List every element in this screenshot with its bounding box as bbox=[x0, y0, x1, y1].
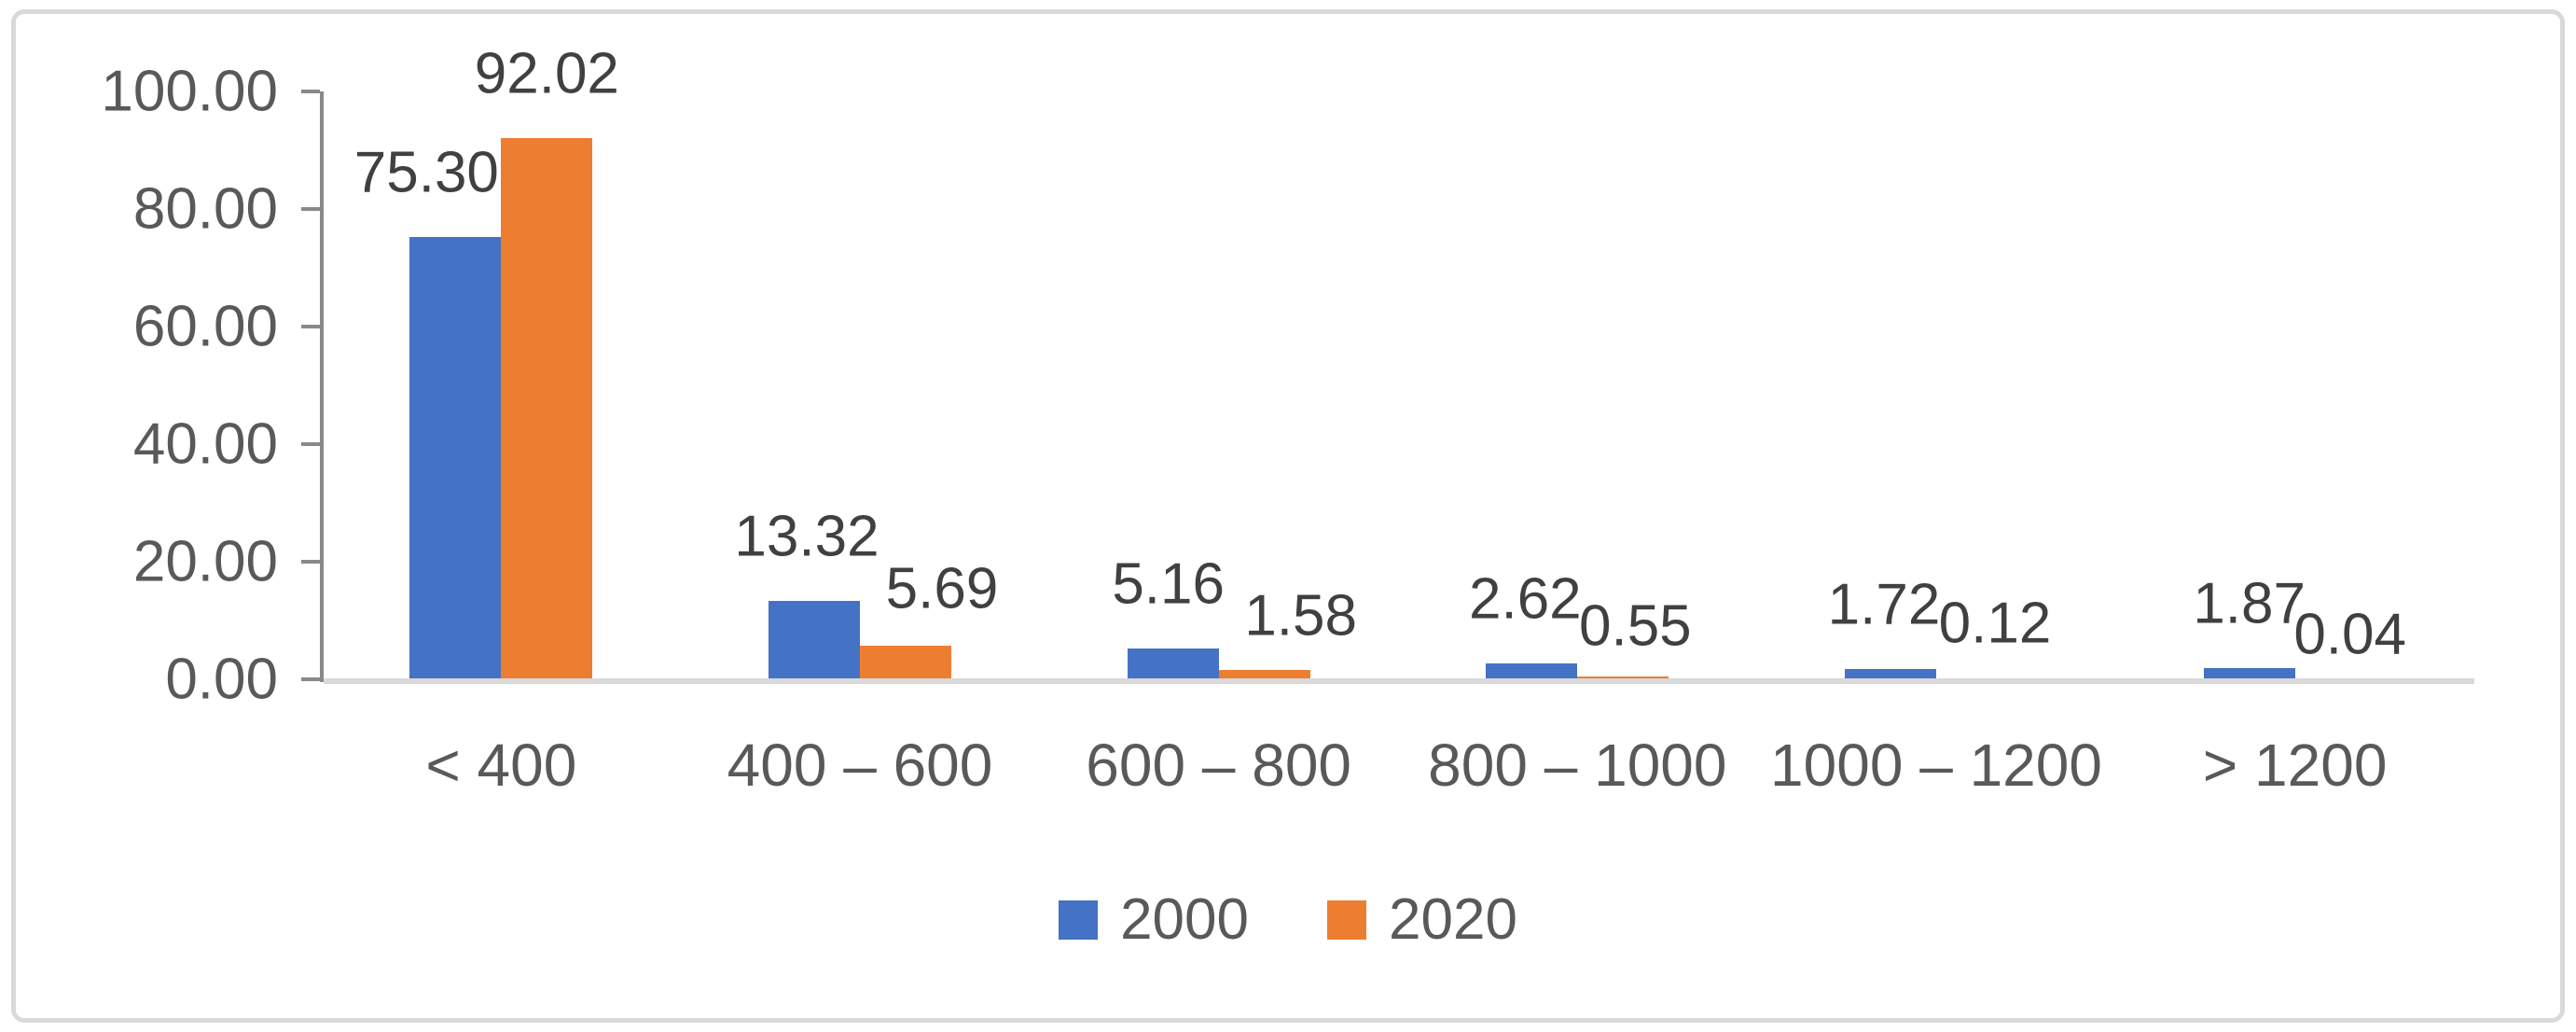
data-label-2000-4: 2.62 bbox=[1468, 566, 1582, 632]
category-label: 1000 – 1200 bbox=[1770, 732, 2102, 799]
y-axis-tick-label: 100.00 bbox=[101, 59, 278, 124]
y-axis-tick-label: 20.00 bbox=[132, 529, 278, 594]
data-label-2000-1: 75.30 bbox=[353, 140, 499, 205]
x-axis-baseline bbox=[324, 678, 2474, 684]
y-axis-tick-label: 40.00 bbox=[132, 411, 278, 477]
data-label-2000-2: 13.32 bbox=[734, 504, 879, 569]
bar-2000-4 bbox=[1486, 663, 1578, 679]
data-label-2020-4: 0.55 bbox=[1578, 593, 1692, 659]
bar-2020-1 bbox=[501, 138, 593, 679]
data-label-2000-6: 1.87 bbox=[2193, 571, 2306, 636]
category-label: 600 – 800 bbox=[1086, 732, 1352, 799]
data-label-2000-5: 1.72 bbox=[1827, 572, 1941, 637]
y-axis-tick-mark bbox=[301, 207, 320, 211]
y-axis-tick-mark bbox=[301, 677, 320, 681]
bar-2000-6 bbox=[2203, 668, 2295, 679]
bar-2000-2 bbox=[769, 601, 860, 679]
category-label: 800 – 1000 bbox=[1428, 732, 1727, 799]
legend-swatch-2020 bbox=[1327, 900, 1366, 940]
legend-item-2000: 2000 bbox=[1059, 886, 1249, 953]
legend-label-2020: 2020 bbox=[1389, 887, 1517, 952]
bar-2000-1 bbox=[409, 236, 502, 679]
y-axis-tick-label: 60.00 bbox=[132, 294, 278, 359]
data-label-2000-3: 5.16 bbox=[1112, 551, 1225, 617]
category-label: > 1200 bbox=[2202, 732, 2388, 799]
legend-label-2000: 2000 bbox=[1120, 887, 1249, 952]
bar-2000-5 bbox=[1845, 669, 1936, 679]
bar-2020-2 bbox=[860, 646, 951, 679]
bar-2000-3 bbox=[1127, 648, 1219, 679]
data-label-2020-3: 1.58 bbox=[1244, 583, 1357, 648]
data-label-2020-5: 0.12 bbox=[1938, 591, 2052, 656]
data-label-2020-6: 0.04 bbox=[2293, 602, 2406, 667]
bar-2020-3 bbox=[1218, 670, 1310, 679]
y-axis-tick-mark bbox=[301, 442, 320, 446]
y-axis-tick-label: 80.00 bbox=[132, 176, 278, 242]
y-axis-tick-mark bbox=[301, 560, 320, 564]
y-axis-tick-label: 0.00 bbox=[165, 647, 278, 712]
category-label: < 400 bbox=[425, 732, 577, 799]
bar-2020-4 bbox=[1577, 676, 1669, 679]
legend-item-2020: 2020 bbox=[1327, 886, 1517, 953]
legend-swatch-2000 bbox=[1059, 900, 1099, 940]
y-axis-tick-mark bbox=[301, 325, 320, 328]
legend: 2000 2020 bbox=[0, 886, 2576, 953]
data-label-2020-1: 92.02 bbox=[474, 41, 619, 106]
y-axis-line bbox=[320, 91, 324, 682]
data-label-2020-2: 5.69 bbox=[885, 556, 999, 621]
y-axis-tick-mark bbox=[301, 90, 320, 93]
category-label: 400 – 600 bbox=[727, 732, 993, 799]
